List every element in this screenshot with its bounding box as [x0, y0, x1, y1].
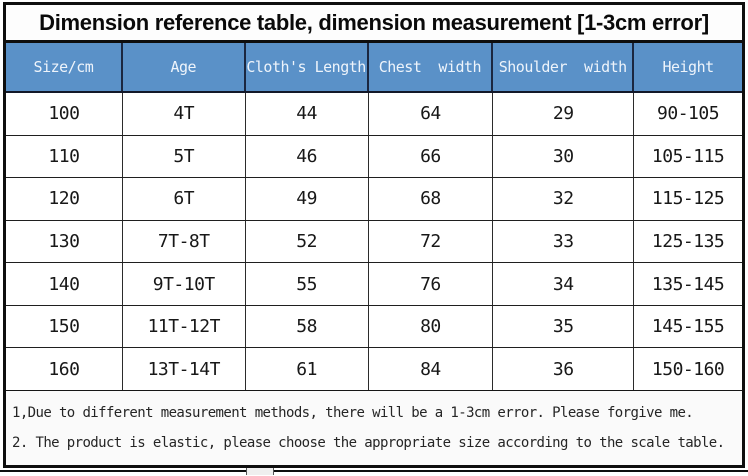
- table-cell: 160: [6, 348, 123, 391]
- table-cell: 9T-10T: [123, 263, 246, 305]
- table-cell: 6T: [123, 178, 246, 220]
- table-cell: 29: [493, 93, 635, 135]
- table-row: 140 9T-10T 55 76 34 135-145: [6, 263, 742, 306]
- table-cell: 11T-12T: [123, 305, 246, 348]
- table-cell: 120: [6, 178, 123, 220]
- column-header-size: Size/cm: [6, 43, 123, 91]
- table-cell: 90-105: [657, 103, 720, 125]
- table-cell: 150: [6, 305, 123, 348]
- table-cell: 34: [493, 263, 635, 305]
- table-cell: 76: [369, 263, 494, 305]
- column-header-height: Height: [662, 58, 714, 76]
- table-row: 120 6T 49 68 32 115-125: [6, 178, 742, 221]
- column-header-cloth-length: Cloth's Length: [246, 43, 369, 91]
- table-cell: 110: [6, 135, 123, 178]
- column-header-chest-width: Chest width: [369, 43, 494, 91]
- table-cell: 72: [369, 220, 494, 263]
- table-cell: 61: [246, 348, 369, 391]
- table-cell: 49: [246, 178, 369, 220]
- table-cell: 150-160: [651, 358, 725, 380]
- table-cell: 44: [246, 93, 369, 135]
- table-cell: 135-145: [651, 273, 725, 295]
- table-cell: 66: [369, 135, 494, 178]
- table-row: 150 11T-12T 58 80 35 145-155: [6, 305, 742, 349]
- table-cell: 115-125: [651, 188, 725, 210]
- next-table-top-border: [0, 470, 748, 472]
- table-cell: 30: [493, 135, 635, 178]
- note-elastic-product: 2. The product is elastic, please choose…: [12, 435, 725, 451]
- table-row: 100 4T 44 64 29 90-105: [6, 93, 742, 136]
- table-cell: 84: [369, 348, 494, 391]
- table-cell: 145-155: [651, 316, 725, 338]
- table-cell: 33: [493, 220, 635, 263]
- notes-section: 1,Due to different measurement methods, …: [6, 391, 742, 465]
- table-cell: 58: [246, 305, 369, 348]
- table-cell: 80: [369, 305, 494, 348]
- table-cell: 125-135: [651, 231, 725, 253]
- table-cell: 55: [246, 263, 369, 305]
- table-row: 130 7T-8T 52 72 33 125-135: [6, 220, 742, 264]
- page-title: Dimension reference table, dimension mea…: [6, 5, 742, 43]
- column-header-age: Age: [123, 43, 246, 91]
- table-cell: 5T: [123, 135, 246, 178]
- note-measurement-error: 1,Due to different measurement methods, …: [12, 405, 694, 421]
- table-cell: 35: [493, 305, 635, 348]
- next-table-cell-fragment: [246, 468, 274, 475]
- table-row: 160 13T-14T 61 84 36 150-160: [6, 348, 742, 392]
- table-body: 100 4T 44 64 29 90-105 110 5T 46 66 30 1…: [6, 93, 742, 392]
- table-cell: 68: [369, 178, 494, 220]
- table-cell: 7T-8T: [123, 220, 246, 263]
- table-cell: 100: [6, 93, 123, 135]
- table-row: 110 5T 46 66 30 105-115: [6, 135, 742, 179]
- table-cell: 32: [493, 178, 635, 220]
- table-cell: 105-115: [651, 145, 725, 167]
- table-cell: 130: [6, 220, 123, 263]
- table-cell: 36: [493, 348, 635, 391]
- table-header-row: Size/cm Age Cloth's Length Chest width S…: [6, 43, 742, 93]
- table-cell: 52: [246, 220, 369, 263]
- table-cell: 140: [6, 263, 123, 305]
- size-chart-panel: Dimension reference table, dimension mea…: [3, 2, 745, 468]
- table-cell: 13T-14T: [123, 348, 246, 391]
- table-cell: 4T: [123, 93, 246, 135]
- table-cell: 46: [246, 135, 369, 178]
- table-cell: 64: [369, 93, 494, 135]
- column-header-shoulder-width: Shoulder width: [493, 43, 635, 91]
